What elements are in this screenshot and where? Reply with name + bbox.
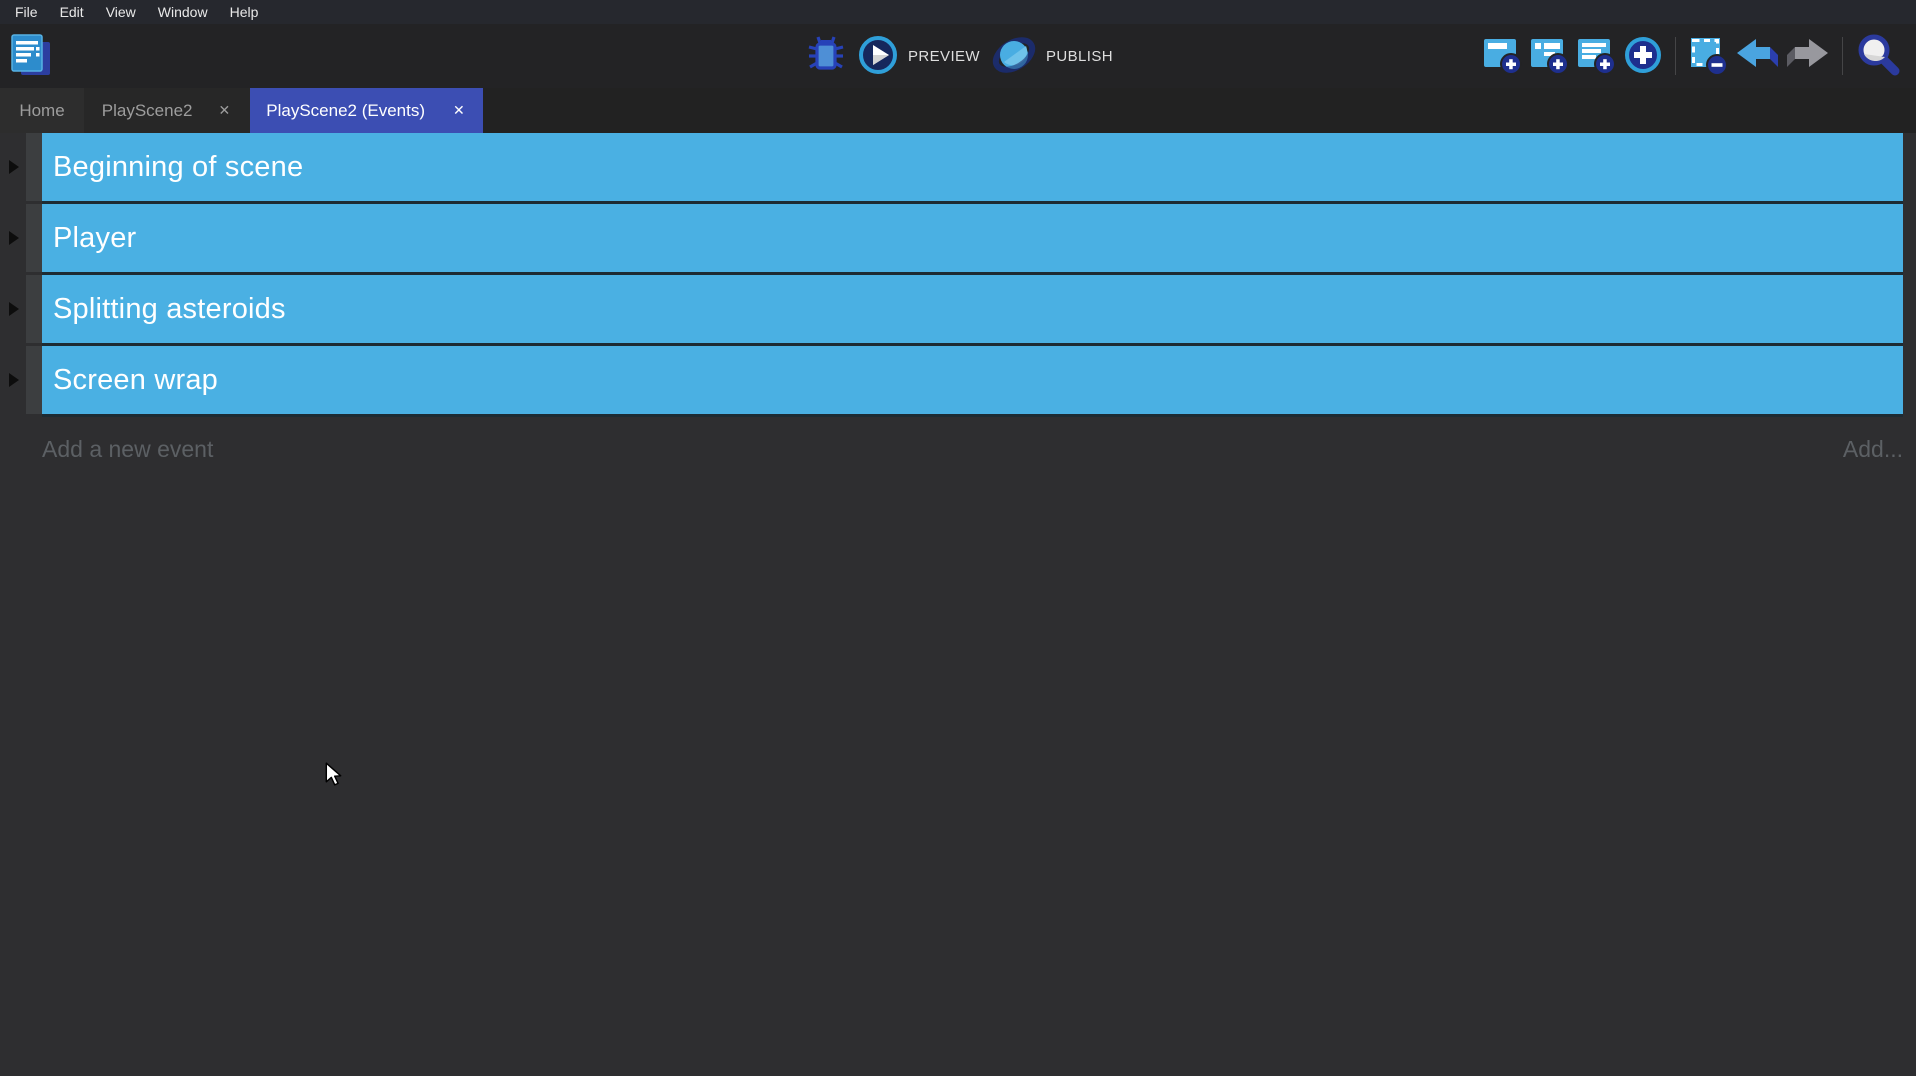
tab-playscene2-events-label: PlayScene2 (Events): [266, 100, 425, 120]
delete-selection-button[interactable]: [1688, 35, 1728, 78]
delete-selection-icon: [1688, 35, 1728, 78]
event-group-title: Screen wrap: [53, 363, 218, 396]
collapse-arrow-icon[interactable]: [9, 373, 19, 387]
debugger-button[interactable]: [806, 34, 846, 79]
add-comment-button[interactable]: [1576, 35, 1616, 78]
undo-button[interactable]: [1735, 37, 1779, 76]
preview-play-icon: [858, 35, 898, 78]
debugger-bug-icon: [806, 34, 846, 79]
event-drag-handle[interactable]: [26, 133, 42, 201]
add-event-row: Add a new event Add...: [0, 417, 1916, 481]
project-manager-button[interactable]: [10, 33, 52, 82]
events-sheet: Beginning of scene Player Splitting aste…: [0, 133, 1916, 1076]
add-event-button[interactable]: [1482, 35, 1522, 78]
event-group-bar[interactable]: Splitting asteroids: [42, 275, 1903, 343]
event-group-bar[interactable]: Screen wrap: [42, 346, 1903, 414]
tab-playscene2[interactable]: PlayScene2 ✕: [84, 88, 250, 133]
close-icon[interactable]: ✕: [218, 102, 231, 118]
event-group-row: Player: [0, 204, 1916, 275]
menu-bar: File Edit View Window Help: [0, 0, 1916, 24]
search-button[interactable]: [1855, 33, 1901, 80]
close-icon[interactable]: ✕: [453, 102, 465, 118]
event-group-title: Player: [53, 221, 137, 254]
toolbar-right-group: [1482, 34, 1901, 78]
undo-icon: [1735, 37, 1779, 76]
menu-edit[interactable]: Edit: [59, 4, 84, 20]
publish-globe-icon: [992, 34, 1036, 79]
preview-button[interactable]: PREVIEW: [858, 35, 980, 78]
event-group-row: Beginning of scene: [0, 133, 1916, 204]
tab-playscene2-label: PlayScene2: [101, 100, 193, 120]
event-group-row: Screen wrap: [0, 346, 1916, 417]
project-manager-icon: [10, 33, 52, 82]
tab-home-label: Home: [19, 100, 65, 120]
event-drag-handle[interactable]: [26, 346, 42, 414]
tab-playscene2-events[interactable]: PlayScene2 (Events) ✕: [250, 88, 483, 133]
toolbar-separator: [1842, 37, 1843, 75]
menu-help[interactable]: Help: [229, 4, 259, 20]
toolbar: PREVIEW PUBLISH: [0, 24, 1916, 88]
event-group-title: Splitting asteroids: [53, 292, 286, 325]
tab-home[interactable]: Home: [0, 88, 84, 133]
event-drag-handle[interactable]: [26, 275, 42, 343]
collapse-arrow-icon[interactable]: [9, 231, 19, 245]
event-group-bar[interactable]: Beginning of scene: [42, 133, 1903, 201]
menu-file[interactable]: File: [15, 4, 38, 20]
menu-view[interactable]: View: [105, 4, 136, 20]
add-subevent-button[interactable]: [1529, 35, 1569, 78]
collapse-arrow-icon[interactable]: [9, 160, 19, 174]
add-more-button[interactable]: [1623, 35, 1663, 78]
add-comment-icon: [1576, 35, 1616, 78]
toolbar-center-group: PREVIEW PUBLISH: [806, 34, 1113, 79]
publish-label: PUBLISH: [1045, 47, 1113, 65]
redo-button[interactable]: [1786, 37, 1830, 76]
tab-bar: Home PlayScene2 ✕ PlayScene2 (Events) ✕: [0, 88, 1916, 133]
add-subevent-icon: [1529, 35, 1569, 78]
add-event-icon: [1482, 35, 1522, 78]
search-icon: [1855, 33, 1901, 80]
add-event-button-inline[interactable]: Add...: [1842, 435, 1903, 462]
event-drag-handle[interactable]: [26, 204, 42, 272]
event-group-bar[interactable]: Player: [42, 204, 1903, 272]
add-event-placeholder[interactable]: Add a new event: [42, 435, 214, 462]
event-group-row: Splitting asteroids: [0, 275, 1916, 346]
redo-icon: [1786, 37, 1830, 76]
add-more-circle-icon: [1623, 35, 1663, 78]
publish-button[interactable]: PUBLISH: [992, 34, 1113, 79]
preview-label: PREVIEW: [908, 47, 980, 65]
collapse-arrow-icon[interactable]: [9, 302, 19, 316]
event-group-title: Beginning of scene: [53, 150, 304, 183]
toolbar-separator: [1675, 37, 1676, 75]
menu-window[interactable]: Window: [157, 4, 208, 20]
